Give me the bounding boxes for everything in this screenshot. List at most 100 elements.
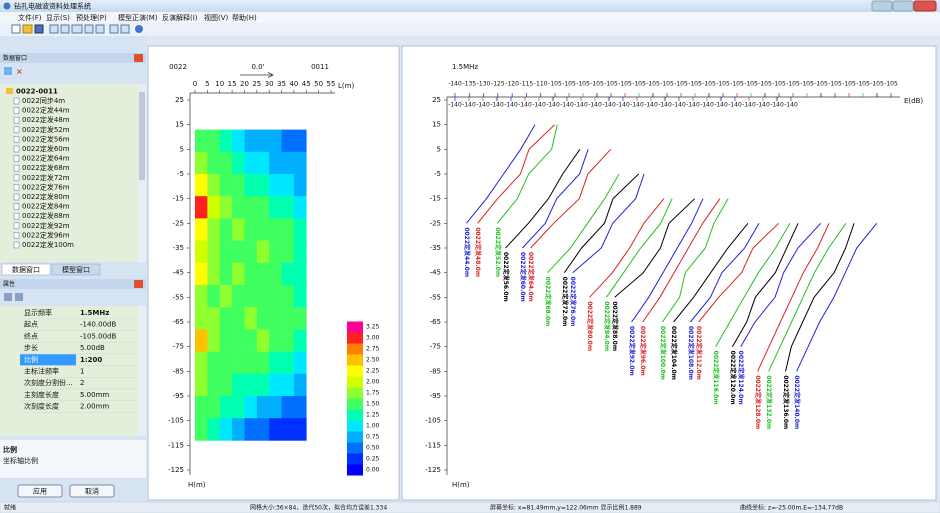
open-button[interactable]: [22, 24, 33, 34]
property-name[interactable]: 步长: [24, 343, 38, 352]
tree-item[interactable]: 0022同步4m: [22, 97, 65, 105]
x-tick-label: -140: [658, 102, 672, 109]
x-tick-label: -105: [772, 81, 786, 88]
tree-item[interactable]: 0022定发56m: [22, 134, 70, 143]
tree-item[interactable]: 0022定发76m: [22, 182, 70, 191]
tree-item[interactable]: 0022定发68m: [22, 163, 70, 172]
zoom-in-button[interactable]: [49, 24, 59, 34]
tree-item[interactable]: 0022定发64m: [22, 154, 70, 163]
tree-item[interactable]: 0022定发100m: [22, 240, 74, 249]
close-button[interactable]: [913, 0, 937, 12]
heatmap-cell: [269, 218, 282, 241]
heatmap-cell: [207, 351, 221, 375]
curve-label: 0022定发48.0m: [474, 227, 482, 277]
close-panel-button[interactable]: [134, 280, 143, 288]
help-button[interactable]: [135, 25, 143, 33]
x-tick-label: -105: [842, 81, 856, 88]
property-name[interactable]: 比例: [24, 355, 38, 364]
fit-button[interactable]: [84, 24, 94, 34]
heatmap-cell: [232, 151, 245, 175]
x-tick-label: -105: [604, 81, 618, 88]
categorize-button[interactable]: [4, 293, 12, 301]
menu-item[interactable]: 模型正演(M): [118, 13, 158, 22]
save-button[interactable]: [34, 24, 44, 34]
heatmap-cell: [219, 240, 233, 264]
property-name[interactable]: 终点: [24, 331, 38, 340]
property-value: 1: [80, 368, 84, 376]
curve: [572, 173, 645, 274]
heatmap-cell: [219, 262, 233, 286]
property-name[interactable]: 显示频率: [24, 308, 52, 317]
menu-item[interactable]: 帮助(H): [232, 13, 257, 22]
delete-button[interactable]: ✕: [16, 68, 23, 77]
tree-item[interactable]: 0022定发92m: [22, 221, 70, 230]
menu-item[interactable]: 文件(F): [18, 13, 42, 22]
zoom-out-button[interactable]: [60, 24, 70, 34]
heatmap-cell: [244, 351, 258, 375]
scroll-thumb[interactable]: [139, 92, 145, 180]
heatmap-cell: [281, 396, 295, 419]
tree-item[interactable]: 0022定发44m: [22, 106, 70, 115]
x-tick-label: -105: [632, 81, 646, 88]
tool-button[interactable]: [120, 24, 130, 34]
tab[interactable]: [51, 263, 101, 276]
tab[interactable]: [1, 263, 51, 276]
app-icon: [3, 2, 11, 10]
y-tick-label: -45: [430, 269, 441, 277]
property-name[interactable]: 起点: [24, 321, 38, 329]
tree-root[interactable]: 0022-0011: [16, 88, 58, 96]
tree-item[interactable]: 0022定发52m: [22, 125, 70, 134]
heatmap-cell: [195, 151, 208, 175]
y-tick-label: -125: [168, 466, 184, 474]
tree-item[interactable]: 0022定发96m: [22, 230, 70, 239]
heatmap-cell: [207, 307, 221, 330]
sort-button[interactable]: [15, 293, 23, 301]
button[interactable]: [17, 484, 63, 498]
heatmap-cell: [244, 262, 258, 286]
panel-title: 数据窗口: [3, 54, 27, 62]
curve-label: 0022定发60.0m: [519, 252, 527, 302]
close-panel-button[interactable]: [134, 54, 143, 62]
menu-item[interactable]: 预处理(P): [76, 13, 107, 22]
y-tick-label: -5: [177, 170, 184, 178]
minimize-button[interactable]: [871, 0, 893, 12]
tree-item[interactable]: 0022定发80m: [22, 192, 70, 201]
tree-item[interactable]: 0022定发60m: [22, 144, 70, 153]
new-button[interactable]: [11, 24, 21, 34]
tree-item[interactable]: 0022定发84m: [22, 202, 70, 211]
tree-item[interactable]: 0022定发88m: [22, 211, 70, 220]
heatmap-cell: [256, 174, 270, 197]
menu-item[interactable]: 反演解释(I): [162, 13, 198, 22]
maximize-button[interactable]: [892, 0, 914, 12]
colorbar-swatch: [347, 332, 363, 344]
file-icon: [13, 232, 20, 239]
heatmap-cell: [269, 285, 282, 308]
menu-bar: [0, 12, 940, 23]
panel-header: [0, 53, 146, 63]
heatmap-cell: [232, 218, 245, 241]
property-name[interactable]: 次刻度长度: [24, 402, 59, 411]
heatmap-cell: [256, 418, 270, 441]
tool-button[interactable]: [109, 24, 119, 34]
actual-size-button[interactable]: [71, 24, 83, 34]
property-name[interactable]: 主标注频率: [24, 367, 59, 376]
menu-item[interactable]: 显示(S): [46, 14, 70, 22]
colorbar-label: 1.50: [366, 401, 380, 408]
file-icon: [13, 155, 20, 162]
tree-item[interactable]: 0022定发72m: [22, 173, 70, 182]
heatmap-cell: [232, 396, 245, 419]
property-name[interactable]: 主刻度长度: [24, 390, 59, 399]
menu-item[interactable]: 视图(V): [204, 13, 229, 22]
tree-item[interactable]: 0022定发48m: [22, 115, 70, 124]
x-tick-label: -130: [477, 81, 491, 88]
y-tick-label: -35: [173, 244, 184, 252]
tree-tool-button[interactable]: [4, 67, 12, 75]
property-name[interactable]: 次刻度分割份...: [24, 378, 73, 387]
button[interactable]: [69, 484, 115, 498]
refresh-button[interactable]: [95, 24, 105, 34]
property-value: 1:200: [80, 356, 102, 364]
x-tick-label: 55: [327, 80, 336, 88]
colorbar-swatch: [347, 387, 363, 399]
y-tick-label: -105: [168, 417, 184, 425]
x-tick-label: -115: [520, 81, 534, 88]
